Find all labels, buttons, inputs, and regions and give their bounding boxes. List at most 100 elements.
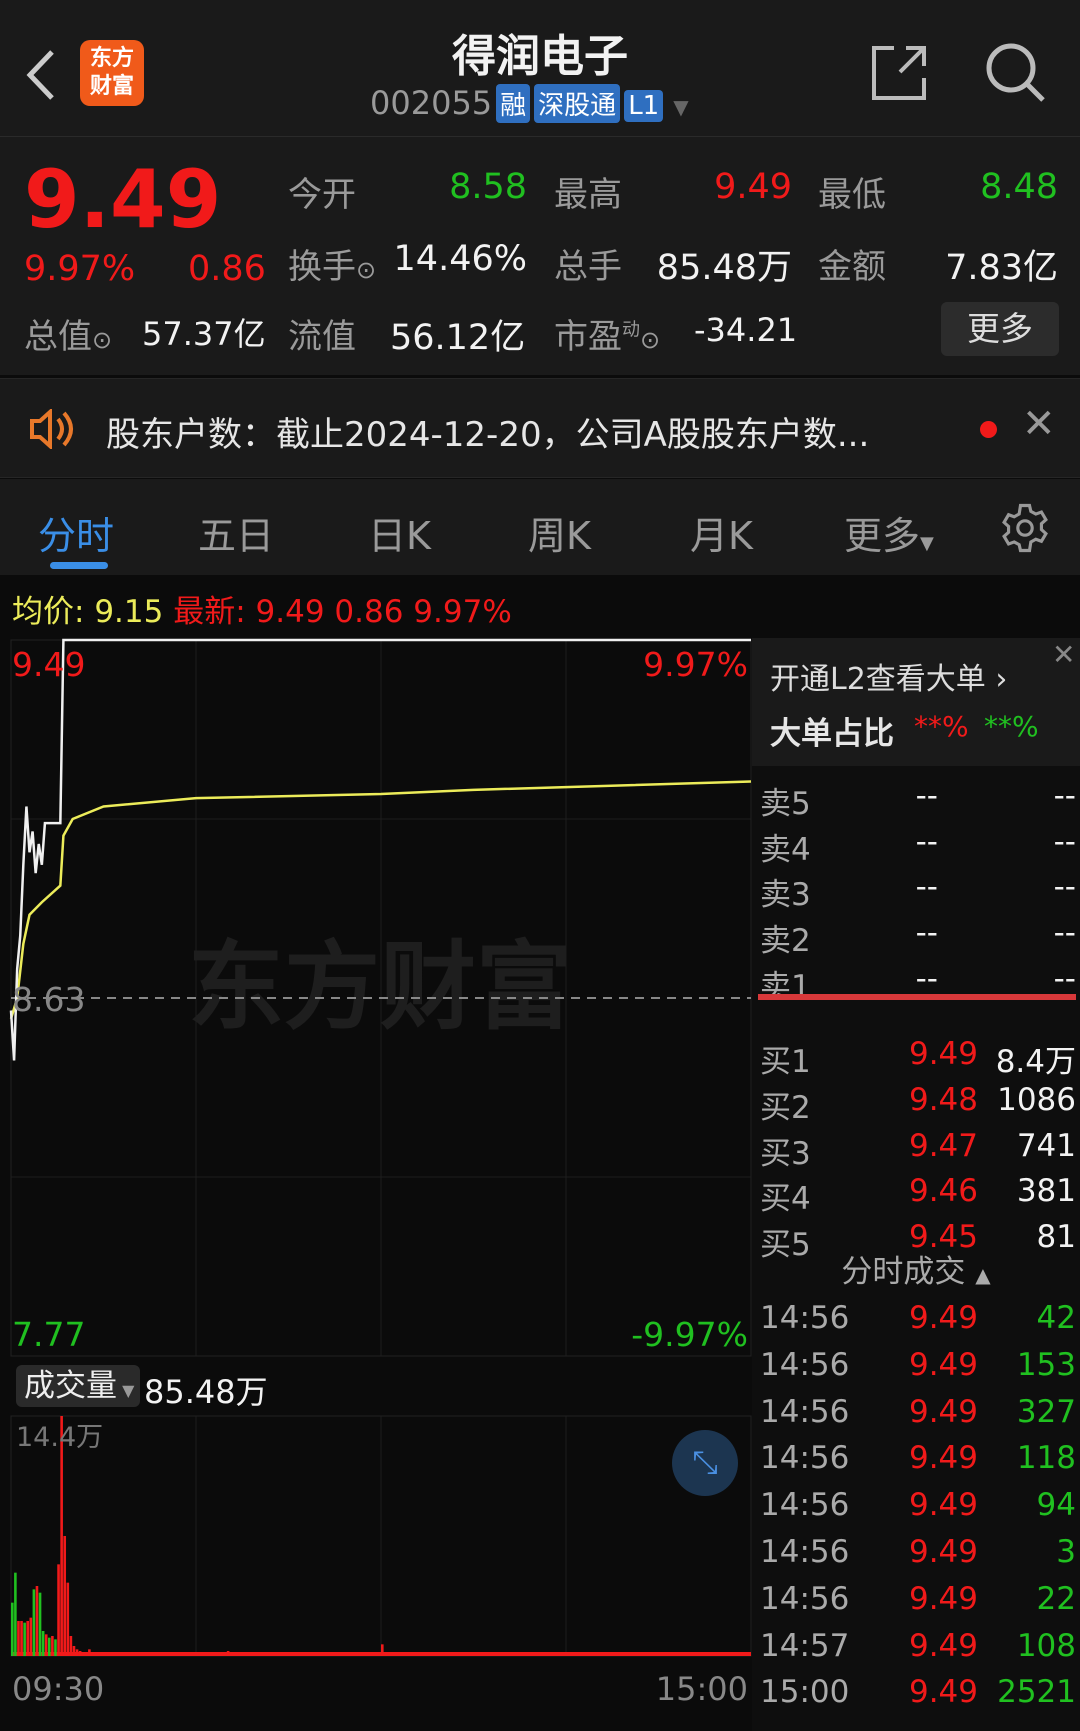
ask-row: 卖2 -- -- <box>760 915 1078 959</box>
info-icon[interactable]: ⊙ <box>356 256 377 284</box>
notice-bar[interactable]: 股东户数：截止2024-12-20，公司A股股东户数... ✕ <box>0 378 1080 478</box>
volume-selector[interactable]: 成交量 ▼ <box>16 1365 140 1407</box>
header: 东方 财富 得润电子 002055 融深股通 L1 ▼ <box>0 0 1080 137</box>
tab-weekly-k[interactable]: 周K <box>528 514 591 558</box>
caret-down-icon: ▼ <box>117 1381 135 1400</box>
trade-price: 9.49 <box>908 1393 978 1430</box>
amount-label: 金额 <box>818 247 886 287</box>
gear-icon[interactable] <box>998 501 1052 555</box>
volume-bar <box>103 1652 107 1656</box>
volume-bar <box>60 1416 63 1656</box>
volume-bar <box>11 1602 14 1656</box>
open-value: 8.58 <box>449 167 527 207</box>
avg-value: 9.15 <box>94 594 164 630</box>
notice-text[interactable]: 股东户数：截止2024-12-20，公司A股股东户数... <box>106 415 870 455</box>
spread-divider <box>758 994 1076 1000</box>
bid-volume: 81 <box>1036 1219 1076 1256</box>
trade-row: 14:57 9.49 108 <box>760 1628 1078 1668</box>
trade-row: 14:56 9.49 22 <box>760 1581 1078 1621</box>
bid-price: 9.48 <box>908 1081 978 1118</box>
trade-label: 14:56 <box>760 1487 850 1524</box>
volume-bar <box>381 1644 384 1656</box>
share-icon[interactable] <box>870 44 928 102</box>
bid-row: 买4 9.46 381 <box>760 1173 1078 1217</box>
stock-code: 002055 <box>370 84 493 122</box>
l2-link[interactable]: 开通L2查看大单 › <box>770 662 1008 697</box>
expand-button[interactable]: ⤡ <box>672 1430 738 1496</box>
trade-price: 9.49 <box>908 1300 978 1336</box>
back-icon[interactable] <box>24 48 58 102</box>
info-icon[interactable]: ⊙ <box>92 326 113 354</box>
stock-code-line: 002055 融深股通 L1 ▼ <box>370 84 689 123</box>
bid-label: 买5 <box>760 1227 811 1264</box>
trade-price: 9.49 <box>908 1440 978 1477</box>
chevron-down-icon[interactable]: ▼ <box>673 95 689 119</box>
volume-bar <box>63 1536 67 1656</box>
volume-bar <box>17 1621 20 1656</box>
trade-label: 14:56 <box>760 1534 850 1570</box>
volume-bar <box>88 1649 91 1656</box>
y-bottom-pct: -9.97% <box>631 1315 748 1354</box>
trade-label: 14:56 <box>760 1440 850 1477</box>
ask-row: 卖4 -- -- <box>760 823 1078 868</box>
tab-intraday[interactable]: 分时 <box>38 514 115 558</box>
tab-more[interactable]: 更多▼ <box>844 505 934 560</box>
trade-label: 14:56 <box>760 1580 850 1617</box>
ask-price: -- <box>915 915 938 952</box>
volume-bar <box>78 1651 82 1656</box>
trade-label: 14:56 <box>760 1393 850 1430</box>
ask-price: -- <box>915 960 938 997</box>
latest-value: 9.49 <box>255 594 325 630</box>
float-label: 流值 <box>288 317 356 357</box>
volume-bar <box>51 1636 54 1656</box>
bid-row: 买3 9.47 741 <box>760 1128 1078 1172</box>
volume-bar <box>32 1589 36 1656</box>
volume-bar <box>38 1592 42 1656</box>
high-value: 9.49 <box>714 167 792 207</box>
ask-volume: -- <box>1053 778 1076 814</box>
trade-row: 14:56 9.49 42 <box>760 1300 1078 1340</box>
tab-daily-k[interactable]: 日K <box>368 514 431 558</box>
volume-bar <box>35 1586 39 1656</box>
mcap-text: 总值 <box>24 317 92 357</box>
trade-volume: 153 <box>1016 1346 1076 1383</box>
time-start: 09:30 <box>12 1670 104 1708</box>
bid-price: 9.46 <box>908 1173 978 1210</box>
close-icon[interactable]: ✕ <box>1022 401 1056 447</box>
app-logo: 东方 财富 <box>80 40 144 106</box>
mcap-value: 57.37亿 <box>142 315 266 353</box>
ask-price: -- <box>915 823 938 860</box>
volume-selector-label: 成交量 <box>24 1368 117 1404</box>
trades-header[interactable]: 分时成交 ▲ <box>752 1246 1080 1291</box>
ask-volume: -- <box>1053 823 1076 860</box>
change-amount: 0.86 <box>188 249 266 289</box>
trade-volume: 3 <box>1056 1534 1076 1570</box>
bid-price: 9.45 <box>908 1219 978 1256</box>
trade-row: 14:56 9.49 94 <box>760 1487 1078 1527</box>
latest-label: 最新: <box>173 594 246 630</box>
quote-panel: 9.49 9.97% 0.86 今开 8.58 最高 9.49 最低 8.48 … <box>0 137 1080 375</box>
amount-value: 7.83亿 <box>945 248 1058 288</box>
trade-price: 9.49 <box>908 1580 978 1617</box>
search-icon[interactable] <box>985 42 1047 104</box>
volume-bar <box>69 1636 73 1656</box>
ask-label: 卖5 <box>760 786 811 822</box>
trade-price: 9.49 <box>908 1534 978 1570</box>
chart-tabs: 分时 五日 日K 周K 月K 更多▼ <box>0 479 1080 575</box>
intraday-chart[interactable]: 东方财富 9.49 9.97% 8.63 7.77 -9.97% 14.4万 0… <box>0 0 752 1731</box>
volume-max-label: 14.4万 <box>16 1422 103 1453</box>
close-icon[interactable]: ✕ <box>1052 638 1076 671</box>
turnover-label: 换手⊙ <box>288 239 376 288</box>
ask-volume: -- <box>1053 869 1076 906</box>
bid-price: 9.49 <box>908 1036 978 1072</box>
trades-label: 分时成交 <box>841 1254 966 1290</box>
time-end: 15:00 <box>656 1670 748 1708</box>
info-icon[interactable]: ⊙ <box>640 326 661 354</box>
more-button[interactable]: 更多 <box>941 302 1059 356</box>
tab-monthly-k[interactable]: 月K <box>690 514 753 558</box>
volume-bar <box>396 1652 400 1656</box>
bid-label: 买2 <box>760 1089 811 1126</box>
watermark: 东方财富 <box>188 931 572 1043</box>
trade-label: 14:57 <box>760 1627 850 1664</box>
tab-five-day[interactable]: 五日 <box>198 514 275 558</box>
